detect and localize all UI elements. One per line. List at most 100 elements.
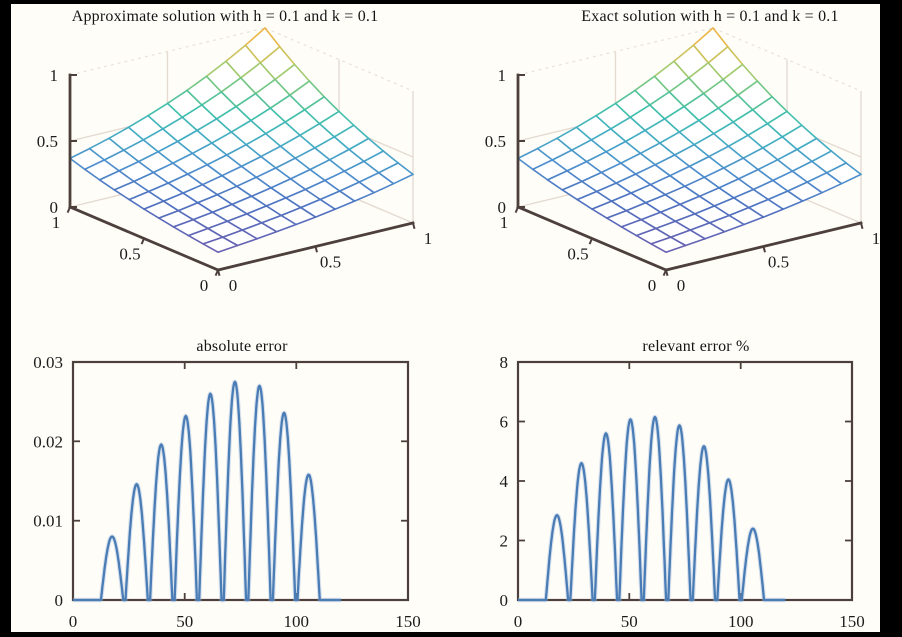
mesh-edge bbox=[246, 213, 263, 224]
axis-tick-label: 1 bbox=[50, 66, 59, 85]
mesh-edge bbox=[236, 176, 258, 188]
axis-tick-label: 1 bbox=[872, 229, 881, 248]
mesh-edge bbox=[648, 91, 671, 106]
mesh-edge bbox=[235, 105, 252, 122]
mesh-edge bbox=[226, 213, 248, 223]
mesh-edge bbox=[531, 159, 554, 171]
mesh-edge bbox=[167, 173, 189, 184]
mesh-edge bbox=[683, 185, 701, 198]
mesh-edge bbox=[702, 78, 724, 95]
mesh-edge bbox=[595, 102, 617, 117]
mesh-edge bbox=[704, 230, 726, 240]
mesh-edge bbox=[343, 170, 361, 183]
mesh-edge bbox=[786, 181, 809, 192]
mesh-edge bbox=[206, 164, 223, 177]
mesh-edge bbox=[187, 234, 204, 245]
mesh-edge bbox=[546, 170, 568, 181]
axis-tick-label: 0.5 bbox=[567, 245, 588, 264]
mesh-edge bbox=[801, 191, 823, 202]
mesh-edge bbox=[634, 89, 651, 106]
mesh-edge bbox=[747, 198, 770, 209]
mesh-edge bbox=[289, 168, 311, 180]
mesh-edge bbox=[358, 172, 380, 183]
mesh-edge bbox=[688, 165, 706, 179]
mesh-edge bbox=[605, 217, 623, 228]
mesh-edge bbox=[561, 180, 583, 191]
mesh-edge bbox=[766, 110, 788, 125]
mesh-edge bbox=[217, 244, 239, 253]
mesh-edge bbox=[108, 126, 130, 140]
mesh-edge bbox=[517, 147, 539, 160]
mesh-edge bbox=[103, 159, 120, 172]
mesh-edge bbox=[284, 109, 306, 123]
axis-tick bbox=[762, 246, 766, 253]
mesh-edge bbox=[157, 151, 174, 164]
mesh-edge bbox=[103, 149, 125, 161]
axis-tick-label: 0 bbox=[69, 612, 78, 631]
mesh-edge bbox=[591, 208, 608, 219]
mesh-edge bbox=[825, 172, 843, 185]
axis-tick-label: 0 bbox=[55, 591, 64, 610]
mesh-edge bbox=[142, 128, 164, 141]
axis-tick bbox=[514, 206, 519, 213]
mesh-edge bbox=[605, 209, 628, 219]
mesh-edge bbox=[250, 187, 272, 198]
mesh-edge bbox=[575, 126, 593, 141]
mesh-edge bbox=[737, 80, 759, 96]
mesh-edge bbox=[319, 190, 341, 201]
axis-tick-label: 6 bbox=[500, 413, 509, 432]
mesh-edge bbox=[683, 176, 706, 188]
mesh-edge bbox=[177, 209, 194, 221]
mesh-edge bbox=[551, 149, 573, 161]
mesh-edge bbox=[270, 187, 287, 199]
mesh-edge bbox=[663, 105, 685, 120]
mesh-edge bbox=[289, 94, 306, 111]
mesh-edge bbox=[250, 195, 268, 207]
mesh-edge bbox=[620, 218, 642, 228]
mesh-edge bbox=[158, 217, 175, 228]
mesh-edge bbox=[309, 159, 331, 171]
mesh-edge bbox=[595, 182, 618, 193]
relevant-error-percent-plot: 0 50 100 150 0 2 4 6 8 bbox=[500, 353, 865, 631]
mesh-edge bbox=[689, 229, 706, 240]
border-right-bar bbox=[880, 0, 902, 637]
mesh-edge bbox=[687, 77, 705, 95]
mesh-edge bbox=[756, 80, 774, 98]
axis-tick-label: 1 bbox=[52, 213, 61, 232]
mesh-edge bbox=[293, 63, 311, 82]
mesh-edge bbox=[726, 45, 744, 66]
mesh-edge bbox=[172, 218, 194, 228]
mesh-edge bbox=[269, 107, 287, 123]
axis-tick-label: 0 bbox=[500, 591, 509, 610]
mesh-edge bbox=[255, 167, 277, 179]
mesh-edge bbox=[732, 121, 749, 137]
approximate-solution-surface-mesh bbox=[69, 27, 414, 253]
mesh-edge bbox=[624, 140, 642, 155]
mesh-edge bbox=[246, 205, 268, 215]
axis-tick-label: 0.01 bbox=[33, 512, 63, 531]
absolute-error-title: absolute error bbox=[196, 338, 288, 355]
mesh-edge bbox=[767, 190, 789, 201]
mesh-edge bbox=[191, 152, 208, 166]
mesh-edge bbox=[551, 159, 568, 172]
axis-tick bbox=[665, 269, 669, 277]
mesh-edge bbox=[536, 137, 558, 150]
mesh-edge bbox=[566, 160, 588, 172]
mesh-edge bbox=[614, 102, 632, 119]
mesh-edge bbox=[289, 178, 307, 191]
mesh-edge bbox=[240, 77, 257, 95]
mesh-edge bbox=[707, 62, 724, 81]
mesh-edge bbox=[703, 176, 720, 189]
mesh-edge bbox=[260, 155, 277, 169]
mesh-edge bbox=[610, 200, 628, 212]
axis-tick-label: 150 bbox=[395, 612, 421, 631]
mesh-edge bbox=[211, 211, 229, 223]
mesh-edge bbox=[630, 192, 647, 204]
mesh-edge bbox=[328, 159, 346, 172]
mesh-edge bbox=[373, 182, 395, 194]
mesh-edge bbox=[595, 190, 613, 202]
mesh-edge bbox=[653, 60, 675, 78]
mesh-edge bbox=[274, 157, 297, 169]
mesh-edge bbox=[236, 238, 258, 247]
mesh-edge bbox=[752, 188, 770, 201]
